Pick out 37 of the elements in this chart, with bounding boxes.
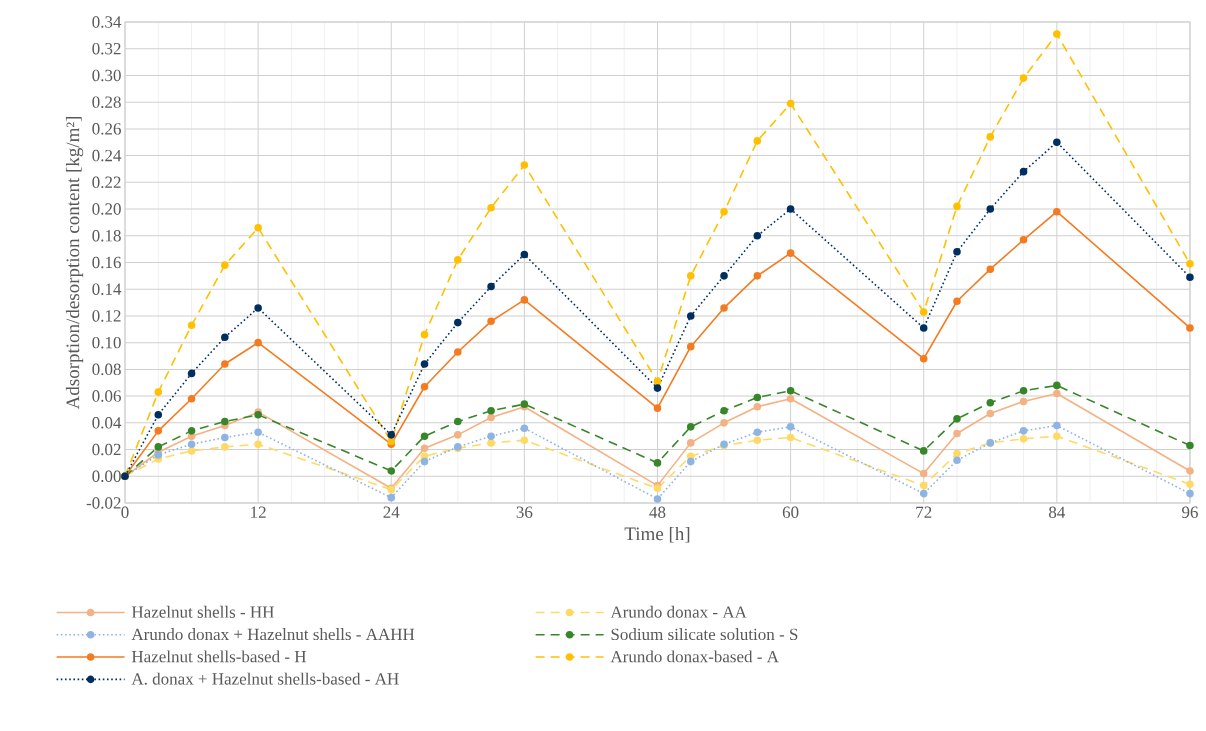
y-tick-label: 0.22 [92,176,121,189]
y-tick-label: 0.16 [92,256,121,269]
y-axis-title: Adsorption/desorption content [kg/m²] [65,117,84,410]
x-tick-label: 60 [782,506,799,519]
y-tick-label: 0.24 [92,149,122,162]
legend-label: Hazelnut shells - HH [131,605,274,618]
y-tick-label: 0.00 [92,470,121,483]
y-tick-label: 0.32 [92,42,121,55]
y-tick-label: 0.08 [92,363,121,376]
y-tick-label: 0.14 [92,283,122,295]
y-tick-label: 0.04 [92,417,122,429]
y-tick-label: -0.02 [86,497,121,509]
x-tick-label: 24 [383,506,400,518]
legend-label: Arundo donax + Hazelnut shells - AAHH [131,628,415,641]
y-tick-label: 0.34 [92,16,122,28]
y-tick-label: 0.10 [92,336,121,349]
y-tick-label: 0.12 [92,310,121,322]
y-tick-label: 0.20 [92,203,121,215]
y-tick-label: 0.26 [92,123,121,135]
legend-label: Hazelnut shells-based - H [131,650,307,663]
x-tick-label: 96 [1182,506,1198,518]
legend-label: Arundo donax-based - A [610,650,779,663]
x-tick-label: 84 [1048,506,1066,519]
y-tick-label: 0.28 [92,96,121,108]
x-tick-label: 12 [251,506,266,518]
legend-label: A. donax + Hazelnut shells-based - AH [131,672,399,685]
legend-label: Sodium silicate solution - S [611,628,798,641]
x-tick-label: 72 [916,506,932,518]
x-axis-title: Time [h] [624,526,690,543]
y-tick-label: 0.02 [92,443,121,456]
x-tick-label: 0 [121,506,129,519]
x-tick-label: 36 [516,506,533,518]
y-tick-label: 0.18 [92,230,121,242]
y-tick-label: 0.30 [92,69,121,82]
legend-label: Arundo donax - AA [610,605,747,618]
x-tick-label: 48 [649,506,666,519]
y-tick-label: 0.06 [92,390,121,402]
